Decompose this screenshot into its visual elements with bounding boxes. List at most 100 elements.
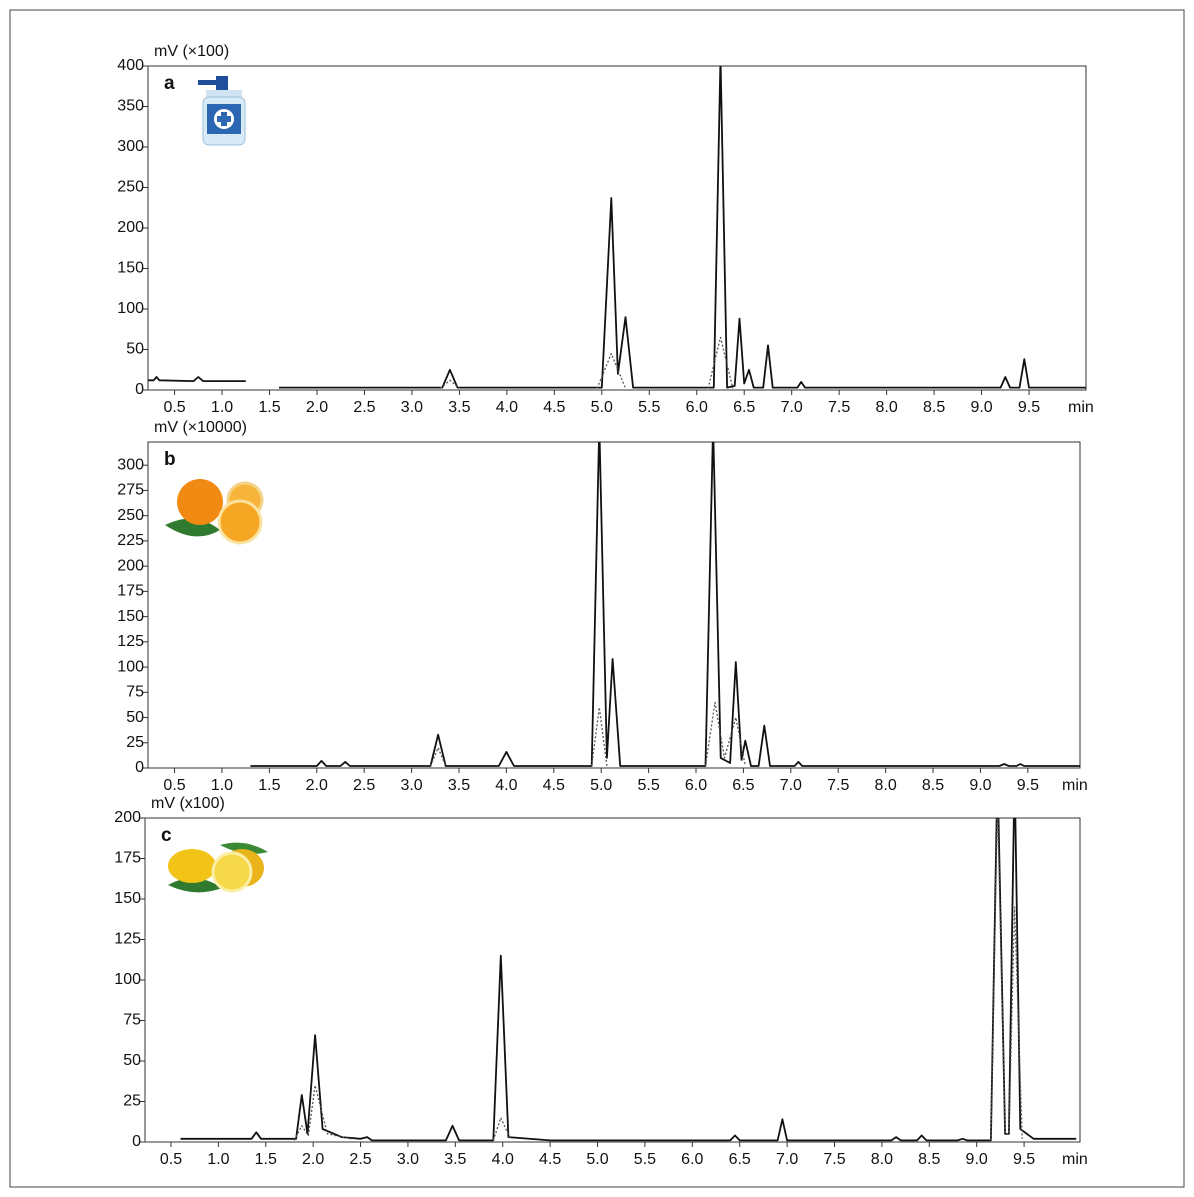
y-tick-label: 400 xyxy=(117,57,144,74)
y-axis-label: mV (x100) xyxy=(151,795,225,812)
y-tick-label: 275 xyxy=(117,482,144,499)
x-tick-label: 9.5 xyxy=(1018,399,1040,416)
orange-icon xyxy=(165,479,264,545)
x-tick-label: 3.5 xyxy=(444,1151,466,1168)
x-tick-label: 2.0 xyxy=(306,777,328,794)
y-tick-label: 100 xyxy=(117,300,144,317)
y-tick-label: 250 xyxy=(117,179,144,196)
x-axis-label: min xyxy=(1062,1151,1088,1168)
x-tick-label: 4.5 xyxy=(543,399,565,416)
x-axis-label: min xyxy=(1068,399,1094,416)
x-tick-label: 2.5 xyxy=(353,777,375,794)
x-tick-label: 6.5 xyxy=(732,777,754,794)
x-tick-label: 7.0 xyxy=(781,399,803,416)
x-tick-label: 9.0 xyxy=(966,1151,988,1168)
x-tick-label: 4.0 xyxy=(492,1151,514,1168)
figure-border xyxy=(9,9,1185,1188)
x-tick-label: 0.5 xyxy=(160,1151,182,1168)
x-tick-label: 1.5 xyxy=(258,399,280,416)
plot-frame xyxy=(147,441,1081,769)
x-tick-label: 1.0 xyxy=(211,399,233,416)
x-tick-label: 8.0 xyxy=(876,399,898,416)
x-tick-label: 6.5 xyxy=(733,399,755,416)
y-tick-label: 100 xyxy=(117,658,144,675)
y-tick-label: 225 xyxy=(117,532,144,549)
x-tick-label: 7.5 xyxy=(828,399,850,416)
x-tick-label: 1.5 xyxy=(255,1151,277,1168)
y-tick-label: 175 xyxy=(114,850,141,867)
x-tick-label: 4.5 xyxy=(539,1151,561,1168)
x-tick-label: 9.5 xyxy=(1013,1151,1035,1168)
x-tick-label: 1.0 xyxy=(211,777,233,794)
x-tick-label: 4.0 xyxy=(495,777,517,794)
y-tick-label: 125 xyxy=(117,633,144,650)
x-tick-label: 7.5 xyxy=(823,1151,845,1168)
y-tick-label: 25 xyxy=(123,1093,141,1110)
x-tick-label: 4.5 xyxy=(543,777,565,794)
x-tick-label: 2.5 xyxy=(349,1151,371,1168)
y-tick-label: 75 xyxy=(126,684,144,701)
y-tick-label: 150 xyxy=(117,608,144,625)
x-tick-label: 4.0 xyxy=(496,399,518,416)
x-tick-label: 7.0 xyxy=(776,1151,798,1168)
y-tick-label: 200 xyxy=(117,557,144,574)
x-tick-label: 2.0 xyxy=(306,399,328,416)
trace-line xyxy=(439,336,734,389)
trace-line xyxy=(250,442,1080,767)
x-tick-label: 8.5 xyxy=(923,399,945,416)
y-tick-label: 350 xyxy=(117,98,144,115)
y-tick-label: 25 xyxy=(126,734,144,751)
panel-label: c xyxy=(161,825,172,846)
x-tick-label: 8.5 xyxy=(918,1151,940,1168)
y-tick-label: 200 xyxy=(117,219,144,236)
trace-line xyxy=(429,701,746,767)
lemon-icon xyxy=(168,842,268,893)
x-tick-label: 6.0 xyxy=(681,1151,703,1168)
sanitizer-icon xyxy=(198,76,246,146)
x-tick-label: 6.0 xyxy=(685,777,707,794)
x-tick-label: 8.5 xyxy=(922,777,944,794)
y-axis-label: mV (×100) xyxy=(154,43,229,60)
x-tick-label: 9.0 xyxy=(970,399,992,416)
x-tick-label: 5.0 xyxy=(586,1151,608,1168)
x-tick-label: 6.0 xyxy=(686,399,708,416)
y-tick-label: 50 xyxy=(126,341,144,358)
panel-label: a xyxy=(164,73,175,94)
x-tick-label: 2.5 xyxy=(353,399,375,416)
trace-line xyxy=(148,66,1086,389)
x-tick-label: 5.0 xyxy=(591,399,613,416)
trace-line xyxy=(180,818,1077,1142)
x-axis-label: min xyxy=(1062,777,1088,794)
plot-frame xyxy=(144,817,1081,1143)
y-tick-label: 300 xyxy=(117,138,144,155)
y-tick-label: 100 xyxy=(114,971,141,988)
x-tick-label: 1.5 xyxy=(258,777,280,794)
x-tick-label: 1.0 xyxy=(207,1151,229,1168)
y-tick-label: 150 xyxy=(117,260,144,277)
x-tick-label: 3.0 xyxy=(400,777,422,794)
x-tick-label: 5.5 xyxy=(637,777,659,794)
x-tick-label: 5.5 xyxy=(638,399,660,416)
y-tick-label: 150 xyxy=(114,890,141,907)
panel-label: b xyxy=(164,449,176,470)
y-tick-label: 250 xyxy=(117,507,144,524)
x-tick-label: 3.5 xyxy=(448,399,470,416)
y-tick-label: 175 xyxy=(117,583,144,600)
x-tick-label: 9.0 xyxy=(969,777,991,794)
x-tick-label: 0.5 xyxy=(163,777,185,794)
y-tick-label: 50 xyxy=(126,709,144,726)
y-tick-label: 0 xyxy=(135,381,144,398)
x-tick-label: 3.5 xyxy=(448,777,470,794)
x-tick-label: 5.0 xyxy=(590,777,612,794)
x-tick-label: 8.0 xyxy=(871,1151,893,1168)
x-tick-label: 6.5 xyxy=(729,1151,751,1168)
y-tick-label: 0 xyxy=(132,1133,141,1150)
y-axis-label: mV (×10000) xyxy=(154,419,247,436)
trace-line xyxy=(293,818,1023,1141)
y-tick-label: 50 xyxy=(123,1052,141,1069)
x-tick-label: 0.5 xyxy=(163,399,185,416)
x-tick-label: 8.0 xyxy=(875,777,897,794)
y-tick-label: 300 xyxy=(117,456,144,473)
y-tick-label: 125 xyxy=(114,931,141,948)
